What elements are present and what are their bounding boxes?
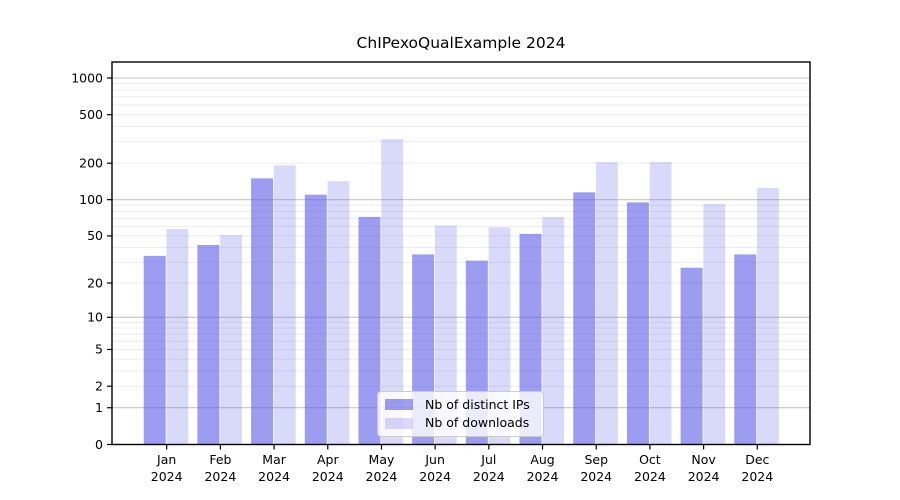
x-tick-label-year: 2024 — [312, 469, 344, 484]
y-tick-label: 100 — [79, 192, 103, 207]
bar-downloads-jul — [488, 227, 511, 445]
y-tick-label: 5 — [95, 342, 103, 357]
x-tick-label-month: May — [369, 452, 395, 467]
bar-downloads-may — [381, 139, 404, 445]
bar-downloads-aug — [542, 216, 565, 445]
legend-label-downloads: Nb of downloads — [425, 414, 530, 430]
bar-distinct-ips-sep — [573, 192, 596, 445]
x-tick-label-year: 2024 — [634, 469, 666, 484]
x-tick-label-year: 2024 — [741, 469, 773, 484]
bar-downloads-feb — [220, 234, 242, 445]
bar-distinct-ips-may — [358, 216, 381, 445]
chart-title: ChIPexoQualExample 2024 — [356, 34, 566, 52]
y-tick-label: 1 — [95, 400, 103, 415]
legend-box: Nb of distinct IPs Nb of downloads — [377, 391, 544, 437]
legend-item-downloads: Nb of downloads — [385, 415, 535, 431]
x-tick-label-year: 2024 — [366, 469, 398, 484]
x-tick-label-month: Jan — [156, 452, 176, 467]
x-tick-label-month: Sep — [584, 452, 608, 467]
x-tick-label-month: Dec — [745, 452, 769, 467]
legend-swatch-downloads-icon — [385, 417, 413, 429]
bar-downloads-jan — [166, 229, 189, 445]
bar-distinct-ips-apr — [304, 194, 327, 445]
legend-item-distinct-ips: Nb of distinct IPs — [385, 397, 535, 413]
bar-distinct-ips-mar — [251, 178, 274, 445]
bar-downloads-jun — [434, 225, 457, 445]
bar-distinct-ips-oct — [626, 202, 649, 445]
bar-distinct-ips-feb — [197, 244, 220, 445]
y-tick-label: 1000 — [71, 70, 103, 85]
bar-downloads-apr — [327, 181, 350, 445]
x-tick-label-year: 2024 — [580, 469, 612, 484]
x-tick-label-month: Mar — [262, 452, 286, 467]
x-tick-label-month: Apr — [317, 452, 339, 467]
x-tick-label-month: Aug — [530, 452, 554, 467]
y-tick-label: 20 — [87, 275, 103, 290]
legend-label-distinct-ips: Nb of distinct IPs — [425, 396, 530, 412]
bar-downloads-dec — [757, 187, 779, 445]
bar-downloads-oct — [649, 162, 672, 445]
bar-downloads-sep — [596, 162, 618, 445]
y-tick-label: 2 — [95, 379, 103, 394]
bar-downloads-nov — [703, 204, 726, 445]
y-tick-label: 10 — [87, 310, 103, 325]
plot-border — [111, 61, 811, 446]
x-tick-label-year: 2024 — [527, 469, 559, 484]
x-tick-label-month: Jun — [424, 452, 445, 467]
legend-swatch-distinct-ips-icon — [385, 399, 413, 411]
y-tick-label: 500 — [79, 107, 103, 122]
x-tick-label-year: 2024 — [204, 469, 236, 484]
bar-distinct-ips-dec — [734, 254, 757, 445]
x-tick-label-year: 2024 — [258, 469, 290, 484]
x-tick-label-year: 2024 — [151, 469, 183, 484]
y-tick-label: 200 — [79, 155, 103, 170]
x-tick-label-month: Feb — [209, 452, 231, 467]
y-tick-label: 50 — [87, 228, 103, 243]
bar-downloads-mar — [273, 165, 296, 445]
y-tick-label: 0 — [95, 437, 103, 452]
x-tick-label-year: 2024 — [473, 469, 505, 484]
x-tick-label-month: Oct — [639, 452, 661, 467]
x-tick-label-month: Nov — [691, 452, 716, 467]
x-tick-label-year: 2024 — [419, 469, 451, 484]
bar-distinct-ips-jan — [143, 255, 166, 445]
x-tick-label-month: Jul — [480, 452, 496, 467]
x-tick-label-year: 2024 — [688, 469, 720, 484]
bar-distinct-ips-nov — [680, 267, 703, 445]
